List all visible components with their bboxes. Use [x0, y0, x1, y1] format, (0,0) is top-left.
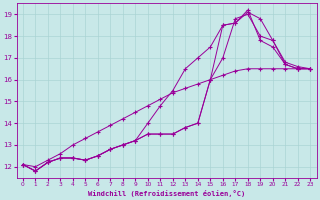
X-axis label: Windchill (Refroidissement éolien,°C): Windchill (Refroidissement éolien,°C)	[88, 190, 245, 197]
